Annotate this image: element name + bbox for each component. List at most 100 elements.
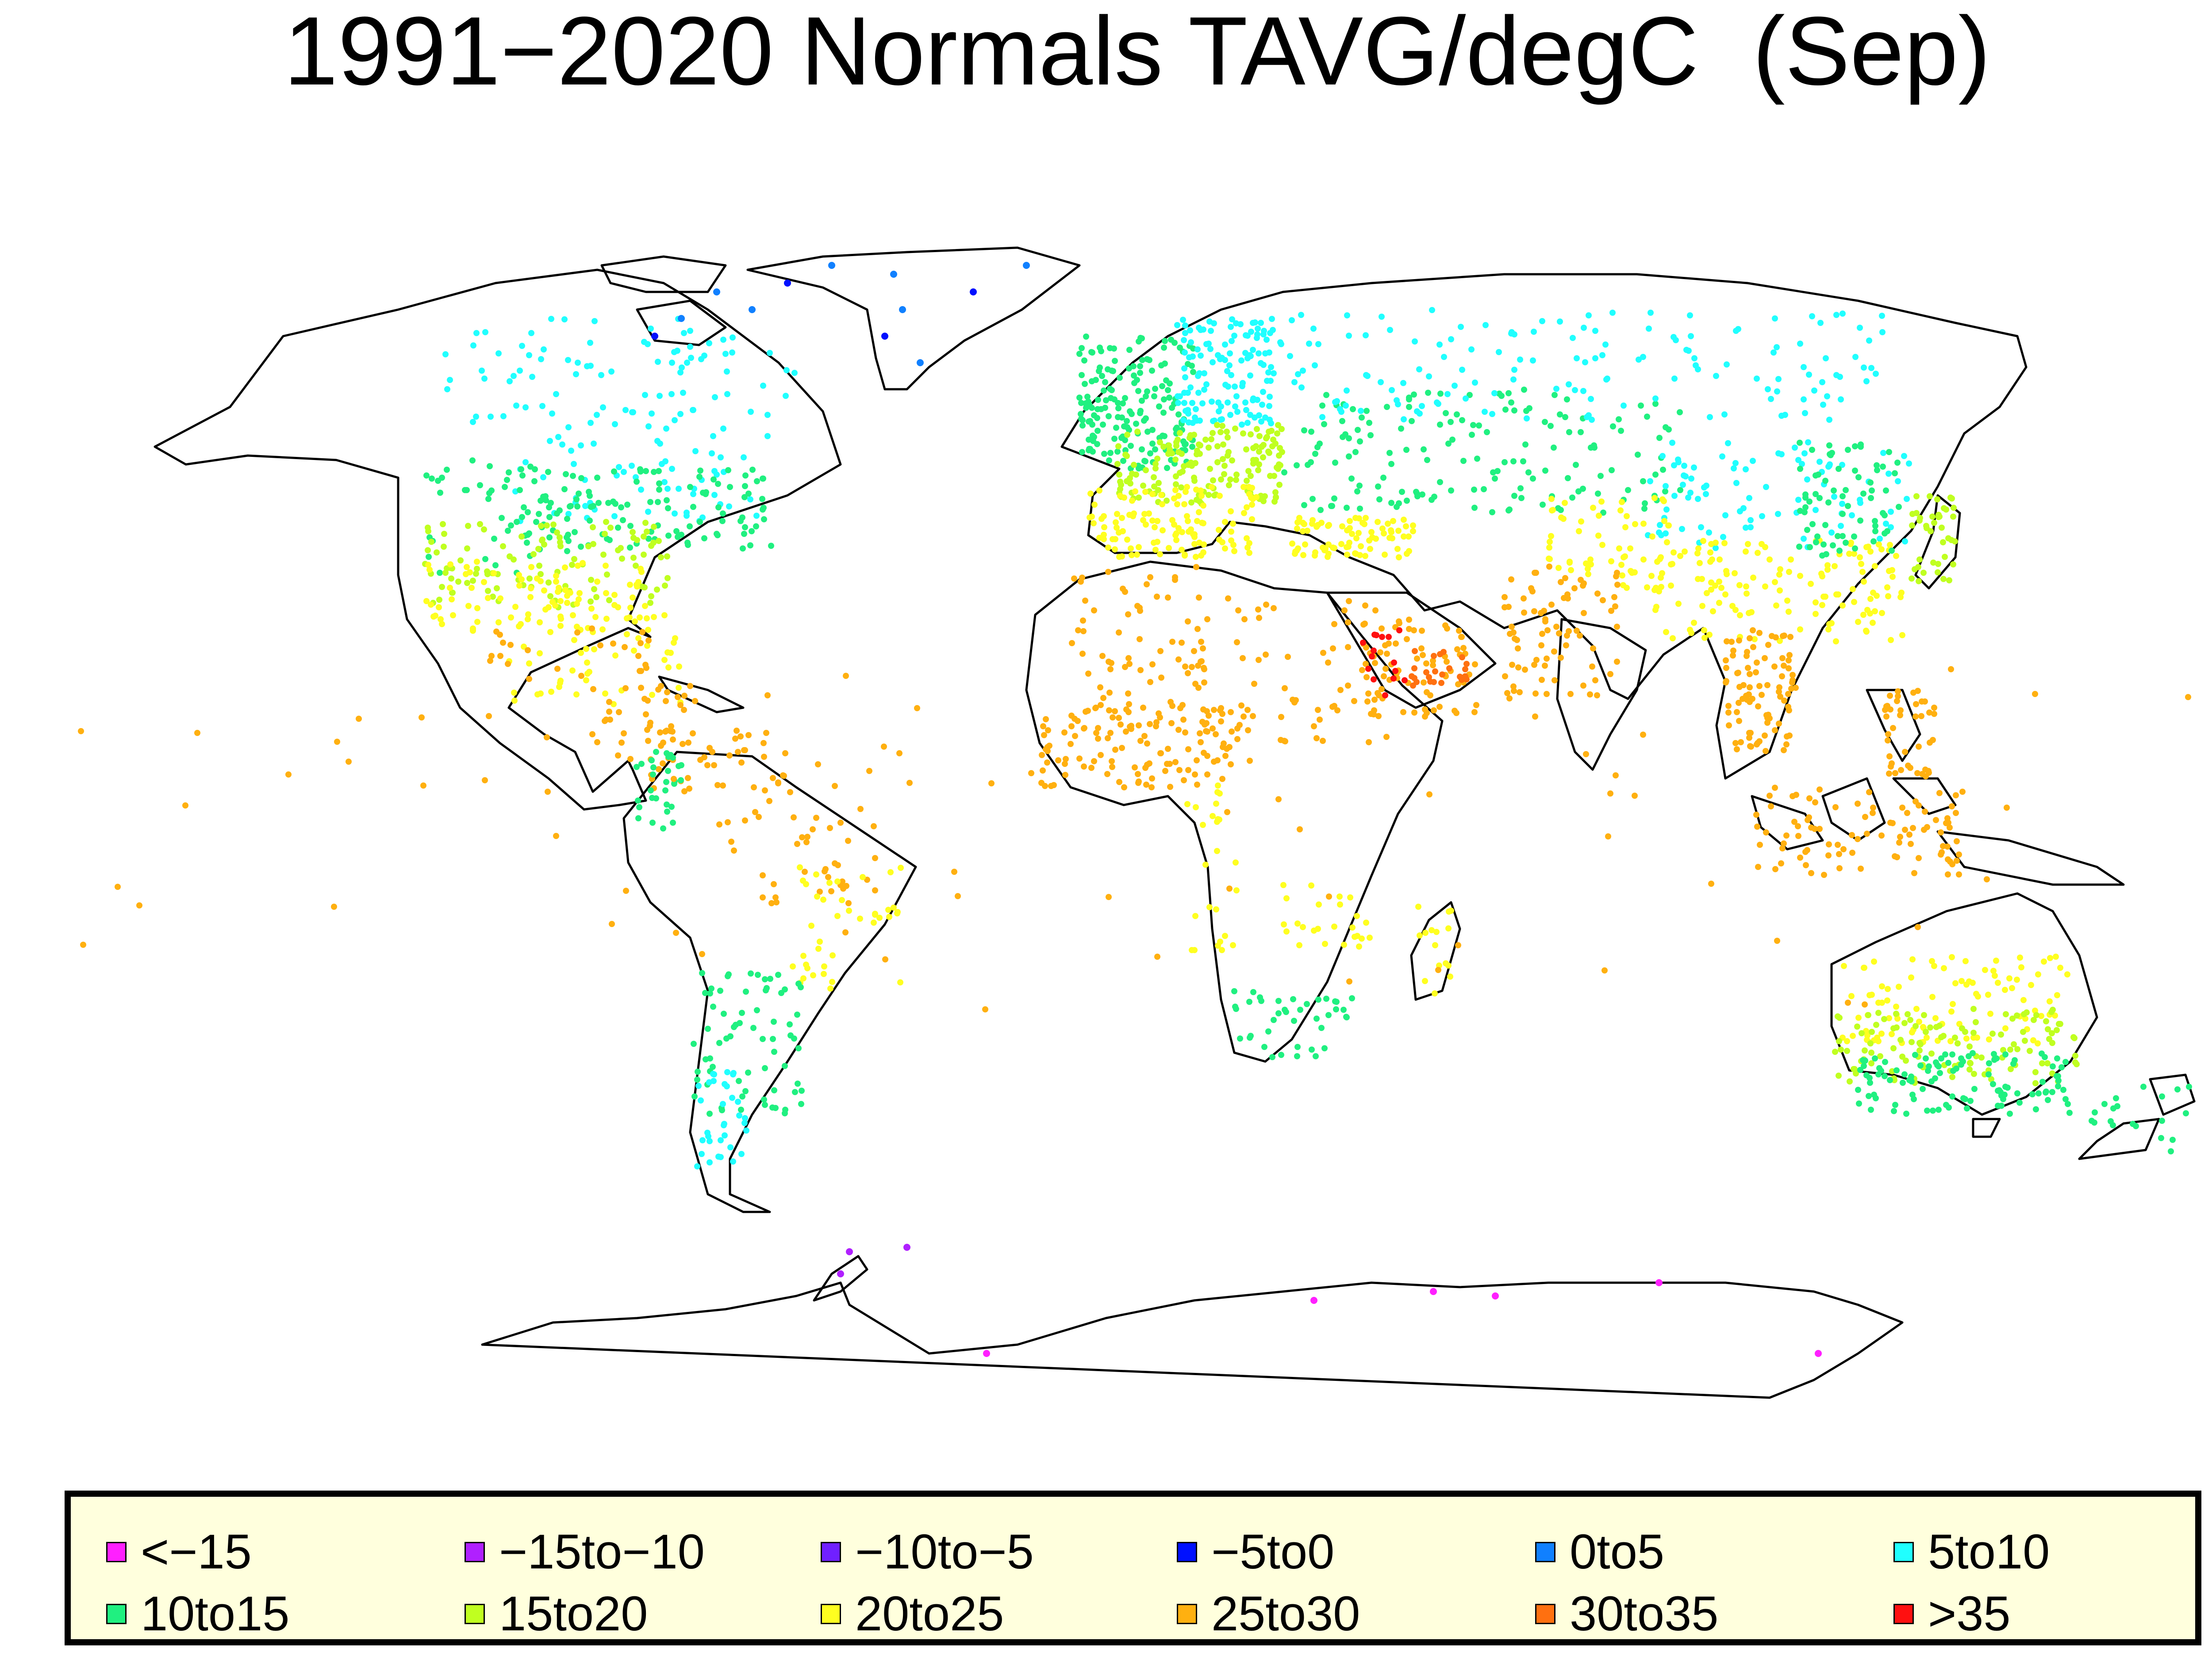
station-point [872, 912, 878, 918]
station-point [741, 747, 747, 753]
station-point [1363, 515, 1369, 521]
station-point [447, 377, 453, 383]
station-point [1551, 392, 1558, 398]
station-point [1849, 512, 1855, 518]
station-point [1473, 702, 1479, 708]
station-point [1747, 730, 1754, 736]
station-point [1279, 426, 1285, 432]
station-point [1228, 508, 1234, 514]
station-point [1571, 585, 1578, 591]
station-point [2031, 1017, 2037, 1023]
station-point [1342, 431, 1348, 437]
station-point [1797, 466, 1803, 472]
station-point [1148, 784, 1155, 790]
station-point [2041, 958, 2047, 965]
station-point [639, 583, 645, 590]
station-point [710, 1064, 716, 1070]
station-point [2114, 1103, 2120, 1109]
station-point [1973, 991, 1979, 997]
station-point [612, 421, 618, 427]
station-point [527, 594, 534, 600]
station-point [894, 910, 900, 916]
station-point [1852, 443, 1858, 449]
station-point [1055, 757, 1061, 763]
station-point [737, 518, 744, 524]
station-point [1748, 609, 1755, 615]
station-point [1175, 656, 1182, 663]
station-point [556, 585, 562, 591]
station-point [2072, 1059, 2078, 1066]
station-point [1525, 469, 1532, 475]
station-point [1809, 447, 1815, 453]
station-point [1746, 495, 1752, 501]
station-point [1154, 594, 1160, 600]
station-point [1200, 502, 1206, 509]
station-point [729, 349, 735, 356]
station-point [1283, 895, 1290, 901]
station-point [1735, 670, 1741, 676]
station-point [477, 521, 483, 527]
station-point [1045, 744, 1051, 750]
station-point [712, 394, 718, 400]
station-point [547, 629, 553, 635]
station-point [1987, 1011, 1993, 1017]
station-point [1885, 986, 1891, 992]
station-point [1149, 491, 1156, 497]
station-point [584, 363, 590, 369]
station-point [531, 478, 538, 484]
station-point [1899, 1054, 1905, 1060]
station-point [497, 632, 503, 638]
station-point [1271, 605, 1277, 611]
station-point [530, 551, 537, 557]
station-point [1172, 759, 1179, 765]
station-point [1828, 529, 1835, 536]
station-point [1751, 636, 1758, 642]
station-point [627, 523, 634, 529]
station-point [1824, 393, 1830, 399]
station-point [1437, 479, 1443, 485]
station-point [1777, 566, 1783, 572]
station-point [782, 1063, 788, 1069]
station-point [1359, 667, 1365, 673]
station-point [637, 614, 643, 621]
station-point [1467, 392, 1473, 398]
station-point [1878, 1031, 1885, 1037]
station-point [1875, 1010, 1882, 1016]
station-point [655, 359, 661, 365]
station-point [1993, 1055, 2000, 1062]
station-point [1293, 697, 1299, 703]
station-point [1147, 721, 1153, 727]
station-point [564, 516, 570, 522]
station-point [669, 728, 676, 735]
station-point [591, 318, 598, 324]
station-point [1855, 801, 1861, 807]
station-point [1312, 451, 1318, 457]
station-point [1916, 1019, 1922, 1025]
station-point [331, 904, 337, 910]
station-point [1836, 1015, 1843, 1021]
station-point [1093, 730, 1099, 736]
station-point [1510, 376, 1517, 383]
station-point [497, 653, 503, 659]
station-point [469, 585, 475, 591]
station-point [525, 647, 531, 653]
station-point [1687, 312, 1693, 318]
station-point [1116, 629, 1122, 636]
station-point [1321, 547, 1328, 553]
station-point [1962, 1029, 1968, 1035]
station-point [1180, 417, 1187, 423]
station-point [1892, 770, 1898, 776]
station-point [1419, 403, 1425, 409]
station-point [834, 878, 841, 885]
station-point [1137, 738, 1144, 744]
station-point [1112, 747, 1118, 753]
station-point [1655, 1279, 1663, 1286]
station-point [1502, 594, 1508, 600]
station-point [761, 516, 767, 522]
station-point [1339, 418, 1345, 424]
station-point [1515, 645, 1521, 652]
station-point [638, 761, 645, 767]
station-point [1861, 364, 1867, 371]
station-point [1079, 651, 1086, 657]
station-point [1308, 882, 1314, 889]
